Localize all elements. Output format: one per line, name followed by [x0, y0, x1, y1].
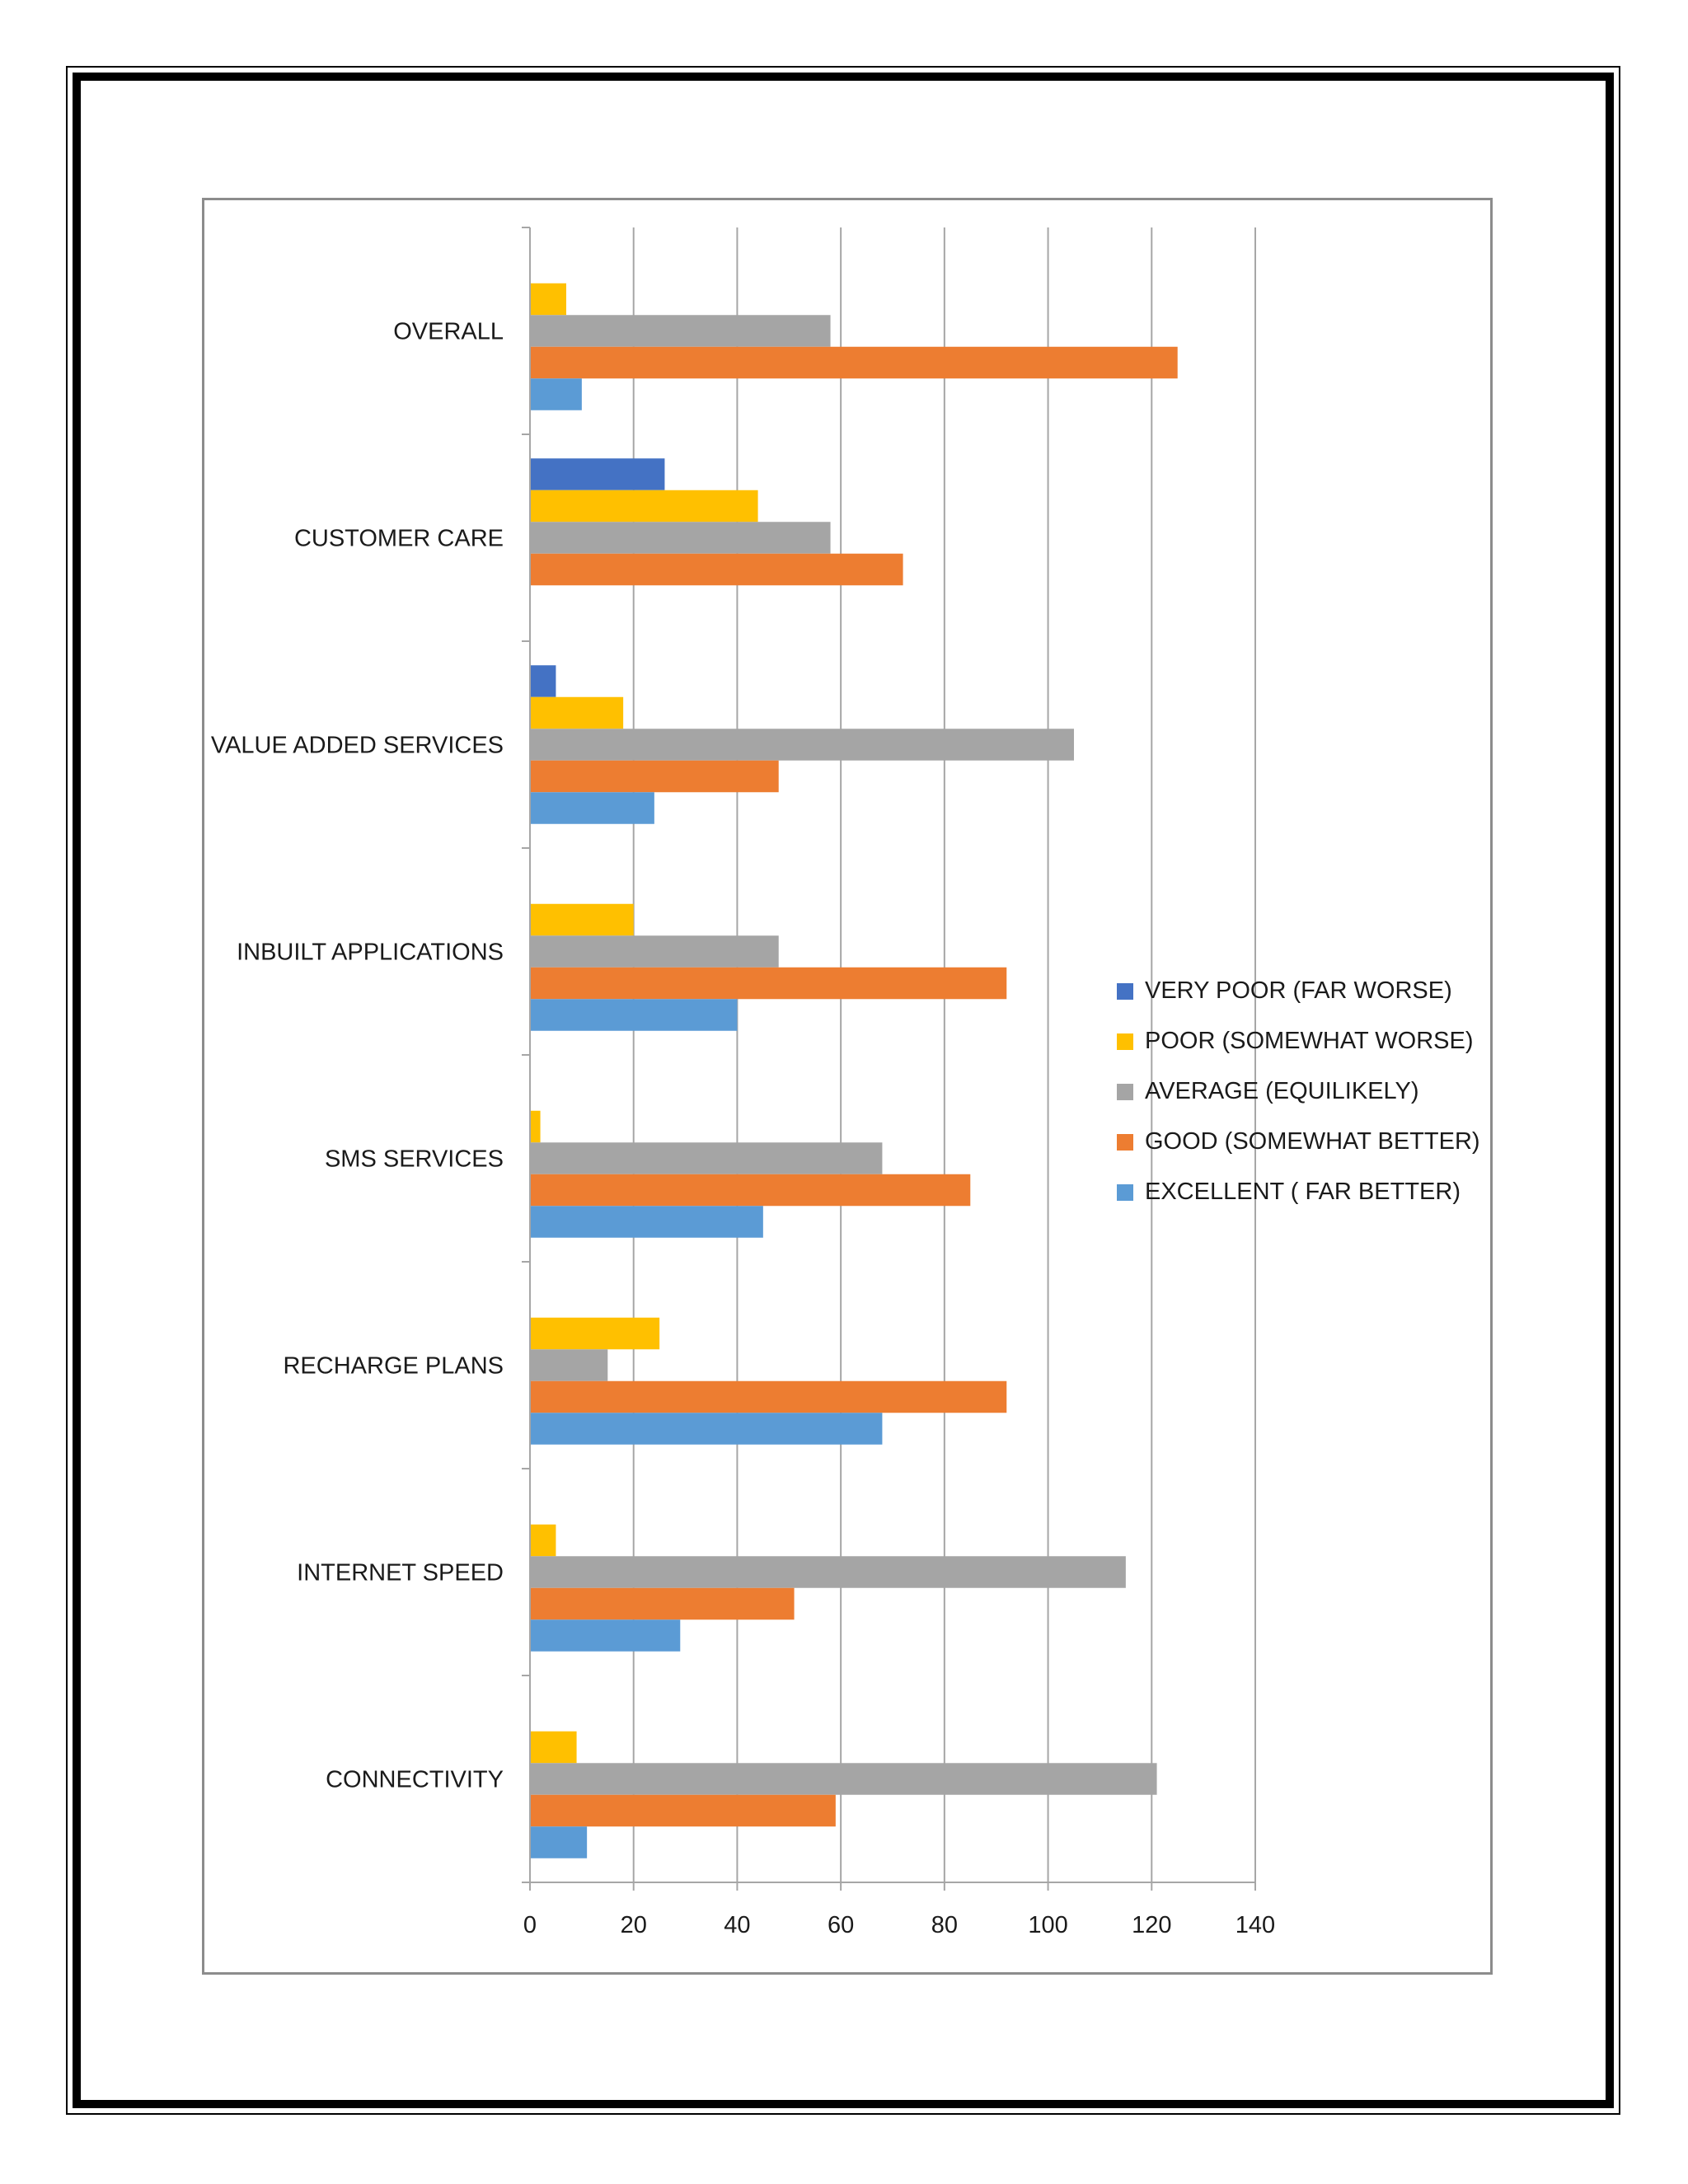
x-tick-label: 0 — [523, 1912, 537, 1938]
bar-customer-care-3 — [530, 553, 903, 586]
bar-internet-speed-2 — [530, 1556, 1126, 1588]
category-label: CONNECTIVITY — [326, 1767, 504, 1793]
bar-value-added-services-2 — [530, 729, 1074, 761]
legend-swatch — [1117, 1183, 1133, 1201]
bar-customer-care-2 — [530, 522, 831, 554]
x-tick-label: 20 — [621, 1912, 647, 1938]
bar-sms-services-4 — [530, 1206, 763, 1238]
legend-swatch — [1117, 1133, 1133, 1151]
x-tick-label: 140 — [1236, 1912, 1275, 1938]
page-border-outer — [66, 66, 1620, 2115]
category-label: CUSTOMER CARE — [294, 526, 504, 552]
category-label: RECHARGE PLANS — [283, 1353, 504, 1380]
legend-label: EXCELLENT ( FAR BETTER) — [1145, 1179, 1461, 1205]
x-axis-tick-labels: 0 20 40 60 80 100 120 140 — [523, 1912, 1275, 1938]
bar-recharge-plans-2 — [530, 1349, 608, 1381]
gridlines — [632, 227, 1256, 1882]
bar-inbuilt-applications-3 — [530, 967, 1007, 1000]
bar-overall-1 — [530, 283, 566, 316]
legend-swatch — [1117, 1083, 1133, 1100]
legend-item: EXCELLENT ( FAR BETTER) — [1117, 1167, 1479, 1217]
bar-internet-speed-4 — [530, 1619, 681, 1652]
bar-inbuilt-applications-2 — [530, 935, 779, 968]
category-label: OVERALL — [393, 319, 504, 345]
bar-value-added-services-0 — [530, 665, 556, 697]
legend-label: GOOD (SOMEWHAT BETTER) — [1145, 1128, 1480, 1155]
x-tick-label: 100 — [1028, 1912, 1067, 1938]
bar-sms-services-2 — [530, 1142, 883, 1174]
legend-swatch — [1117, 982, 1133, 1000]
x-tick-label: 60 — [828, 1912, 854, 1938]
legend-item: VERY POOR (FAR WORSE) — [1117, 966, 1479, 1016]
category-labels: OVERALL CUSTOMER CARE VALUE ADDED SERVICES… — [211, 319, 504, 1793]
category-label: INBUILT APPLICATIONS — [237, 940, 504, 966]
bar-chart: OVERALL CUSTOMER CARE VALUE ADDED SERVICES… — [211, 227, 1275, 1938]
category-label: VALUE ADDED SERVICES — [211, 733, 504, 759]
x-tick-label: 40 — [724, 1912, 750, 1938]
legend: VERY POOR (FAR WORSE) POOR (SOMEWHAT WORS… — [1117, 966, 1480, 1217]
bar-inbuilt-applications-4 — [530, 999, 738, 1031]
category-label: INTERNET SPEED — [297, 1560, 504, 1586]
bar-sms-services-1 — [530, 1110, 541, 1143]
chart-area-border — [202, 198, 1493, 1975]
bar-value-added-services-4 — [530, 792, 654, 824]
page-border-inner — [73, 73, 1614, 2108]
y-axis — [522, 227, 1256, 1891]
bar-internet-speed-1 — [530, 1524, 556, 1557]
bar-overall-4 — [530, 378, 582, 410]
bar-value-added-services-3 — [530, 760, 779, 793]
bar-connectivity-1 — [530, 1731, 577, 1764]
bar-connectivity-3 — [530, 1794, 836, 1827]
bar-customer-care-0 — [530, 458, 665, 490]
bar-overall-3 — [530, 346, 1178, 379]
x-tick-label: 120 — [1132, 1912, 1171, 1938]
bar-value-added-services-1 — [530, 696, 624, 729]
legend-label: AVERAGE (EQUILIKELY) — [1145, 1078, 1419, 1104]
category-label: SMS SERVICES — [325, 1146, 504, 1173]
legend-item: AVERAGE (EQUILIKELY) — [1117, 1066, 1479, 1117]
bar-connectivity-4 — [530, 1826, 588, 1858]
x-tick-label: 80 — [931, 1912, 958, 1938]
bar-customer-care-1 — [530, 490, 758, 523]
legend-item: POOR (SOMEWHAT WORSE) — [1117, 1016, 1479, 1066]
legend-label: VERY POOR (FAR WORSE) — [1145, 977, 1452, 1004]
bar-recharge-plans-4 — [530, 1413, 883, 1445]
legend-label: POOR (SOMEWHAT WORSE) — [1145, 1028, 1474, 1054]
bar-internet-speed-3 — [530, 1587, 795, 1620]
bar-inbuilt-applications-1 — [530, 903, 634, 936]
bar-overall-2 — [530, 315, 831, 347]
legend-item: GOOD (SOMEWHAT BETTER) — [1117, 1117, 1480, 1167]
bar-sms-services-3 — [530, 1174, 971, 1207]
legend-swatch — [1117, 1033, 1133, 1050]
bar-connectivity-2 — [530, 1763, 1157, 1795]
bars — [530, 283, 1178, 1858]
bar-recharge-plans-3 — [530, 1380, 1007, 1413]
bar-recharge-plans-1 — [530, 1317, 660, 1350]
